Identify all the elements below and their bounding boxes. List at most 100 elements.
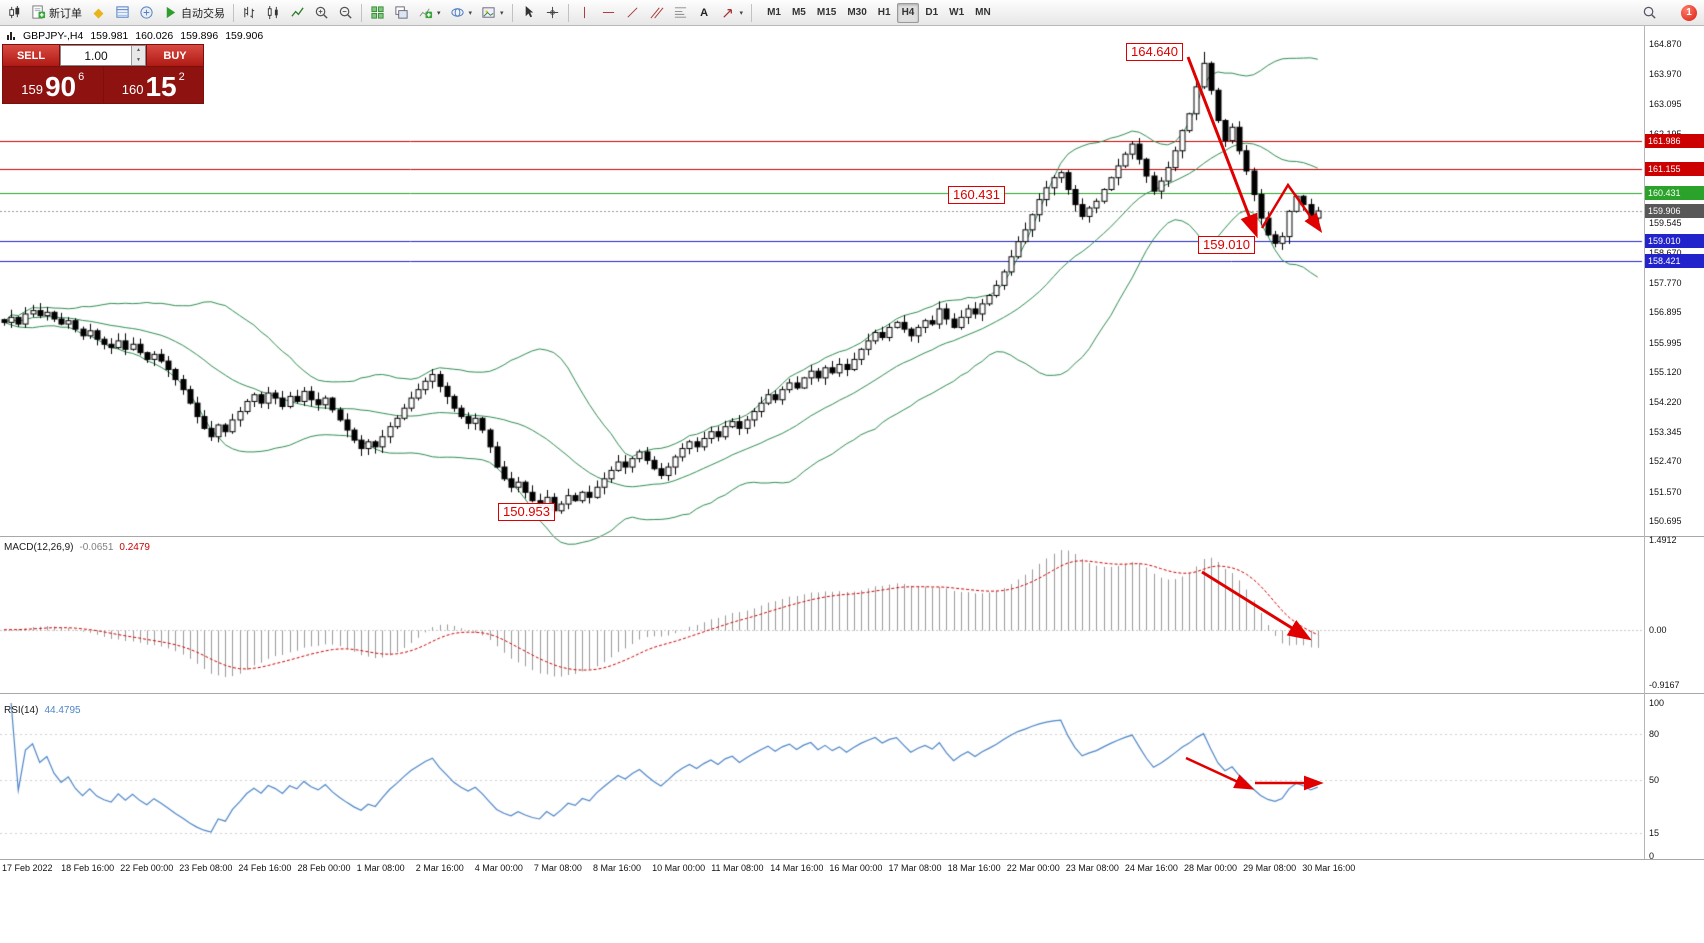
volume-input[interactable] bbox=[61, 46, 131, 65]
panel-separator[interactable] bbox=[0, 693, 1704, 694]
price-tag-159.010: 159.010 bbox=[1645, 234, 1704, 249]
volume-spinner: ▲ ▼ bbox=[131, 46, 145, 65]
indicators-icon bbox=[419, 8, 433, 19]
time-axis-label: 2 Mar 16:00 bbox=[415, 863, 464, 873]
time-axis-label: 16 Mar 00:00 bbox=[829, 863, 883, 873]
volume-increase-button[interactable]: ▲ bbox=[132, 46, 145, 56]
price-axis-label: 156.895 bbox=[1649, 307, 1682, 318]
price-axis-label: 163.970 bbox=[1649, 69, 1682, 80]
data-window-button[interactable] bbox=[135, 2, 158, 24]
sell-button[interactable]: 159 90 6 bbox=[3, 67, 103, 103]
line-chart-button[interactable] bbox=[286, 2, 309, 24]
time-axis-label: 28 Feb 00:00 bbox=[297, 863, 351, 873]
price-axis-label: 152.470 bbox=[1649, 456, 1682, 467]
price-chart-canvas[interactable] bbox=[0, 26, 1704, 943]
text-button[interactable]: A bbox=[693, 2, 716, 24]
data-window-icon bbox=[140, 6, 153, 19]
rsi-axis-label: 50 bbox=[1649, 774, 1660, 785]
horizontal-line-button[interactable] bbox=[597, 2, 620, 24]
notification-badge[interactable]: 1 bbox=[1681, 4, 1697, 21]
time-axis-label: 29 Mar 08:00 bbox=[1243, 863, 1297, 873]
high-value: 160.026 bbox=[135, 30, 174, 42]
time-axis-label: 23 Feb 08:00 bbox=[179, 863, 233, 873]
fibonacci-button[interactable] bbox=[669, 2, 692, 24]
buy-price-pips: 15 bbox=[145, 71, 177, 102]
price-axis-label: 150.695 bbox=[1649, 516, 1682, 527]
volume-field: ▲ ▼ bbox=[60, 45, 146, 66]
timeframe-button-MN[interactable]: MN bbox=[970, 3, 996, 23]
time-axis-label: 28 Mar 00:00 bbox=[1184, 863, 1238, 873]
chevron-down-icon: ▾ bbox=[739, 9, 744, 17]
price-annotation-150.953: 150.953 bbox=[498, 503, 555, 521]
cursor-icon bbox=[525, 5, 533, 18]
timeframe-button-M5[interactable]: M5 bbox=[787, 3, 811, 23]
timeframe-button-W1[interactable]: W1 bbox=[944, 3, 969, 23]
price-axis-label: 164.870 bbox=[1649, 39, 1682, 50]
price-axis-label: 158.670 bbox=[1649, 247, 1682, 258]
new-order-button[interactable]: 新订单 bbox=[27, 2, 86, 24]
close-value: 159.906 bbox=[225, 30, 264, 42]
channel-button[interactable] bbox=[645, 2, 668, 24]
horizontal-line-icon bbox=[602, 12, 614, 13]
tile-windows-button[interactable] bbox=[366, 2, 389, 24]
volume-decrease-button[interactable]: ▼ bbox=[132, 55, 145, 65]
rsi-value: 44.4795 bbox=[44, 705, 81, 716]
chevron-down-icon: ▾ bbox=[468, 9, 473, 17]
cycles-button[interactable]: ▾ bbox=[446, 2, 477, 24]
time-axis-label: 4 Mar 00:00 bbox=[474, 863, 523, 873]
auto-trading-label: 自动交易 bbox=[181, 7, 225, 20]
cursor-button[interactable] bbox=[517, 2, 540, 24]
time-axis-label: 11 Mar 08:00 bbox=[711, 863, 764, 873]
metaeditor-button[interactable]: ◆ bbox=[87, 2, 110, 24]
chevron-down-icon: ▾ bbox=[437, 9, 441, 17]
timeframe-button-D1[interactable]: D1 bbox=[920, 3, 943, 23]
crosshair-button[interactable] bbox=[541, 2, 564, 24]
vertical-line-button[interactable] bbox=[573, 2, 596, 24]
sell-header[interactable]: SELL bbox=[3, 45, 59, 66]
one-click-trading-panel: SELL ▲ ▼ BUY 159 90 6 160 bbox=[2, 44, 204, 104]
market-watch-button[interactable] bbox=[111, 2, 134, 24]
zoom-out-button[interactable] bbox=[334, 2, 357, 24]
toolbar-separator bbox=[751, 3, 753, 22]
new-chart-button[interactable] bbox=[3, 2, 26, 24]
price-axis-label: 162.195 bbox=[1649, 129, 1682, 139]
price-tag-161.986: 161.986 bbox=[1645, 134, 1704, 149]
price-axis-label: 154.220 bbox=[1649, 397, 1682, 408]
trendline-button[interactable] bbox=[621, 2, 644, 24]
sell-price-integer: 159 bbox=[21, 82, 43, 97]
trade-panel-price-row: 159 90 6 160 15 2 bbox=[3, 67, 203, 103]
buy-header[interactable]: BUY bbox=[147, 45, 203, 66]
channel-icon bbox=[650, 7, 663, 19]
time-axis-label: 18 Feb 16:00 bbox=[61, 863, 115, 873]
toolbar-separator bbox=[511, 3, 513, 22]
zoom-in-button[interactable] bbox=[310, 2, 333, 24]
symbol-timeframe-label: GBPJPY-,H4 bbox=[23, 30, 84, 42]
macd-main-value: -0.0651 bbox=[79, 542, 114, 553]
sell-price-point: 6 bbox=[78, 71, 85, 83]
panel-separator[interactable] bbox=[0, 536, 1704, 537]
price-annotation-160.431: 160.431 bbox=[948, 186, 1005, 204]
buy-price-integer: 160 bbox=[121, 82, 144, 97]
chart-window: GBPJPY-,H4 159.981 160.026 159.896 159.9… bbox=[0, 26, 1704, 943]
line-chart-icon bbox=[291, 7, 304, 17]
bar-chart-button[interactable] bbox=[238, 2, 261, 24]
time-axis-label: 24 Mar 16:00 bbox=[1124, 863, 1178, 873]
search-button[interactable] bbox=[1638, 2, 1661, 24]
auto-trading-button[interactable]: 自动交易 bbox=[159, 2, 229, 24]
main-toolbar: 新订单 ◆ 自动交易 ▾ ▾ ▾ A ▾ M1 M5 M15 M30 H1 H4 D1 W1 M… bbox=[0, 0, 1704, 26]
timeframe-button-M15[interactable]: M15 bbox=[812, 3, 841, 23]
indicators-button[interactable]: ▾ bbox=[414, 2, 445, 24]
candle-chart-button[interactable] bbox=[262, 2, 285, 24]
buy-button[interactable]: 160 15 2 bbox=[103, 67, 203, 103]
rsi-indicator-label: RSI(14) 44.4795 bbox=[4, 705, 81, 716]
timeframe-button-H4[interactable]: H4 bbox=[896, 2, 920, 23]
timeframe-button-M30[interactable]: M30 bbox=[842, 3, 871, 23]
cascade-windows-button[interactable] bbox=[390, 2, 413, 24]
timeframe-button-M1[interactable]: M1 bbox=[762, 3, 786, 23]
timeframe-button-H1[interactable]: H1 bbox=[873, 3, 896, 23]
price-axis-label: 155.120 bbox=[1649, 367, 1682, 378]
arrows-tool-button[interactable]: ▾ bbox=[717, 2, 748, 24]
objects-button[interactable]: ▾ bbox=[477, 2, 508, 24]
crosshair-icon bbox=[546, 6, 558, 19]
macd-axis-label: -0.9167 bbox=[1649, 680, 1680, 690]
